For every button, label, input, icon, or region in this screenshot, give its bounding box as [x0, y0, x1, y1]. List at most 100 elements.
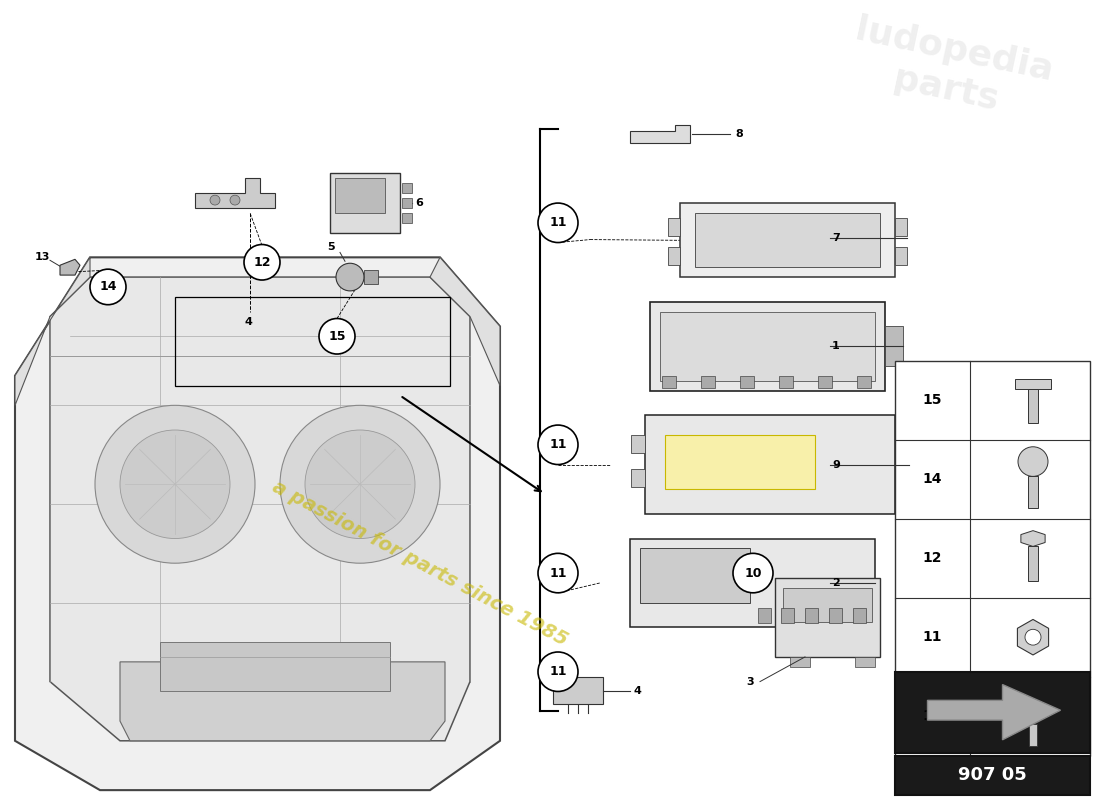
Bar [650, 302, 886, 390]
Bar [175, 297, 450, 386]
Bar [1028, 476, 1038, 508]
Polygon shape [120, 662, 446, 741]
Bar [402, 198, 412, 208]
Text: 4: 4 [634, 686, 642, 697]
Bar [630, 538, 874, 627]
Bar [701, 376, 715, 387]
Circle shape [210, 195, 220, 205]
Polygon shape [630, 125, 690, 143]
Text: 15: 15 [328, 330, 345, 342]
Bar [781, 608, 794, 623]
Bar [666, 435, 815, 490]
Bar [740, 376, 754, 387]
Text: 2: 2 [832, 578, 839, 588]
Text: 10: 10 [922, 709, 942, 723]
Circle shape [95, 406, 255, 563]
Circle shape [538, 425, 578, 465]
Circle shape [319, 318, 355, 354]
Bar [895, 672, 1090, 753]
Bar [553, 677, 603, 704]
Bar [640, 549, 750, 602]
Bar [886, 326, 903, 366]
Text: 12: 12 [922, 551, 942, 566]
Polygon shape [195, 178, 275, 208]
Bar [402, 183, 412, 194]
Circle shape [733, 554, 773, 593]
Text: 15: 15 [922, 394, 942, 407]
Bar [776, 578, 880, 657]
Bar [895, 247, 908, 266]
Text: 11: 11 [549, 566, 566, 579]
Bar [895, 218, 908, 236]
Bar [1028, 724, 1037, 746]
Polygon shape [1018, 619, 1048, 655]
Bar [895, 470, 909, 487]
Text: 5: 5 [328, 242, 336, 253]
Polygon shape [1021, 530, 1045, 546]
Circle shape [1025, 630, 1041, 645]
Text: 10: 10 [745, 566, 761, 579]
Polygon shape [1022, 698, 1044, 724]
Circle shape [336, 263, 364, 291]
Bar [668, 218, 680, 236]
Circle shape [244, 245, 280, 280]
Bar [852, 608, 866, 623]
Bar [818, 376, 832, 387]
Text: 14: 14 [99, 281, 117, 294]
Bar [680, 203, 895, 277]
Bar [668, 247, 680, 266]
Circle shape [90, 269, 126, 305]
Text: 4: 4 [244, 317, 252, 326]
Text: 14: 14 [922, 472, 942, 486]
Bar [364, 270, 378, 284]
Circle shape [305, 430, 415, 538]
Bar [857, 376, 871, 387]
Bar [336, 178, 385, 213]
Polygon shape [15, 258, 90, 406]
Text: ludopedia
parts: ludopedia parts [844, 13, 1056, 126]
Bar [1028, 546, 1038, 581]
Bar [1028, 389, 1038, 423]
Bar [1015, 378, 1050, 389]
Text: 11: 11 [549, 438, 566, 451]
Circle shape [230, 195, 240, 205]
Polygon shape [15, 258, 500, 790]
Bar [330, 174, 400, 233]
Text: 3: 3 [746, 677, 754, 686]
Text: a passion for parts since 1985: a passion for parts since 1985 [270, 477, 571, 650]
Text: 11: 11 [549, 216, 566, 230]
Text: 9: 9 [832, 459, 840, 470]
Bar [855, 657, 875, 667]
Polygon shape [50, 277, 470, 741]
Circle shape [538, 203, 578, 242]
Bar [805, 608, 818, 623]
Polygon shape [60, 259, 80, 275]
Bar [758, 608, 771, 623]
Bar [645, 415, 895, 514]
Bar [779, 376, 793, 387]
Text: 6: 6 [415, 198, 422, 208]
Bar [160, 642, 390, 691]
Circle shape [120, 430, 230, 538]
Bar [402, 213, 412, 223]
Bar [662, 376, 676, 387]
Bar [631, 435, 645, 453]
Bar [660, 312, 874, 381]
Text: 8: 8 [735, 129, 743, 139]
Text: 11: 11 [549, 666, 566, 678]
Circle shape [538, 652, 578, 691]
Polygon shape [927, 685, 1060, 740]
Text: 11: 11 [922, 630, 942, 644]
Polygon shape [430, 258, 500, 386]
Bar [895, 756, 1090, 795]
Bar [631, 470, 645, 487]
Bar [895, 361, 1090, 756]
Circle shape [538, 554, 578, 593]
Text: 12: 12 [253, 256, 271, 269]
Circle shape [1018, 446, 1048, 476]
Text: 7: 7 [832, 233, 839, 242]
Bar [829, 608, 842, 623]
Text: 13: 13 [34, 252, 50, 262]
Circle shape [280, 406, 440, 563]
Text: 1: 1 [832, 341, 839, 351]
